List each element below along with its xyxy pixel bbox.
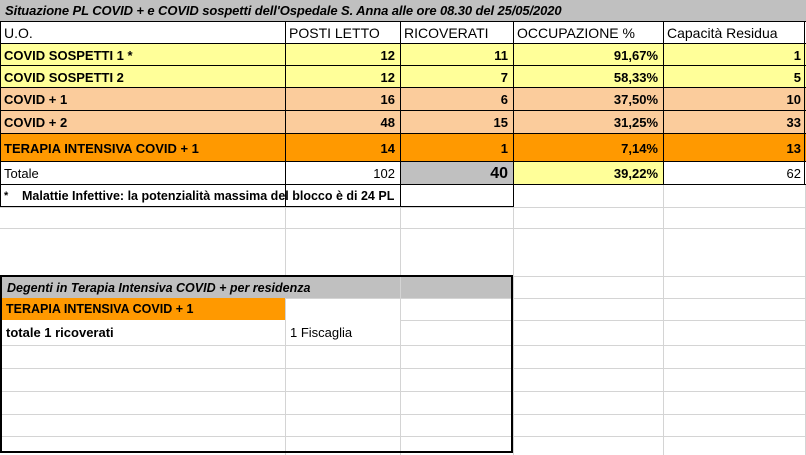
table-cell-ricoverati: 6: [400, 88, 513, 111]
table-cell-occupazione: 7,14%: [513, 134, 663, 162]
footnote-marker: *: [0, 185, 18, 207]
gridline-row-10: [0, 436, 806, 437]
table-row-uo: TERAPIA INTENSIVA COVID + 1: [0, 134, 285, 162]
border-col-a-main: [285, 21, 286, 207]
residence-table-title: Degenti in Terapia Intensiva COVID + per…: [2, 277, 512, 298]
border-row-1: [0, 65, 806, 66]
gridline-row-7: [0, 368, 806, 369]
border-residence-left: [0, 275, 2, 453]
gridline-row-6: [0, 345, 806, 346]
column-header-posti-letto: POSTI LETTO: [285, 21, 400, 44]
column-header-occupazione: OCCUPAZIONE %: [513, 21, 663, 44]
total-cell-posti-letto: 102: [285, 162, 400, 185]
table-cell-posti-letto: 48: [285, 111, 400, 134]
gridline-col-d: [663, 0, 664, 455]
table-cell-occupazione: 31,25%: [513, 111, 663, 134]
table-cell-capacita: 13: [663, 134, 806, 162]
border-left-main: [0, 21, 1, 207]
footnote-text: Malattie Infettive: la potenzialità mass…: [18, 185, 518, 207]
border-footnote-bottom: [0, 206, 513, 207]
table-cell-posti-letto: 12: [285, 66, 400, 88]
column-header-capacita-residua: Capacità Residua: [663, 21, 806, 44]
total-cell-ricoverati: 40: [400, 162, 513, 185]
residence-row-value: 1 Fiscaglia: [285, 320, 400, 345]
table-cell-capacita: 33: [663, 111, 806, 134]
gridline-row-1: [0, 207, 806, 208]
table-cell-capacita: 5: [663, 66, 806, 88]
total-row-label: Totale: [0, 162, 285, 185]
gridline-col-c: [513, 0, 514, 455]
sheet-title: Situazione PL COVID + e COVID sospetti d…: [0, 0, 806, 21]
gridline-col-a: [285, 0, 286, 455]
column-header-uo: U.O.: [0, 21, 285, 44]
gridline-row-9: [0, 414, 806, 415]
border-residence-right: [511, 275, 513, 453]
table-cell-ricoverati: 1: [400, 134, 513, 162]
table-row-uo: COVID SOSPETTI 2: [0, 66, 285, 88]
border-header-top: [0, 21, 806, 22]
table-cell-capacita: 1: [663, 44, 806, 66]
gridline-row-2: [0, 228, 806, 229]
gridline-residence-col-a: [285, 298, 286, 428]
table-row-uo: COVID + 1: [0, 88, 285, 111]
residence-unit-label: TERAPIA INTENSIVA COVID + 1: [2, 298, 285, 320]
border-residence-top: [0, 275, 513, 277]
table-cell-ricoverati: 7: [400, 66, 513, 88]
gridline-row-5: [0, 320, 806, 321]
gridline-residence-col-b: [400, 277, 401, 451]
table-cell-ricoverati: 15: [400, 111, 513, 134]
table-cell-occupazione: 58,33%: [513, 66, 663, 88]
border-row-3: [0, 110, 806, 111]
residence-row-label: totale 1 ricoverati: [2, 320, 285, 345]
border-right-main: [804, 21, 805, 185]
gridline-row-8: [0, 391, 806, 392]
border-row-4: [0, 133, 806, 134]
border-row-5: [0, 161, 806, 162]
table-cell-posti-letto: 14: [285, 134, 400, 162]
total-cell-occupazione: 39,22%: [513, 162, 663, 185]
table-row-uo: COVID SOSPETTI 1 *: [0, 44, 285, 66]
border-col-d-main: [663, 21, 664, 185]
border-col-b-main: [400, 21, 401, 207]
border-residence-bottom: [0, 451, 513, 453]
border-row-2: [0, 87, 806, 88]
table-cell-capacita: 10: [663, 88, 806, 111]
gridline-row-4: [0, 298, 806, 299]
table-cell-posti-letto: 16: [285, 88, 400, 111]
gridline-col-b: [400, 0, 401, 455]
border-header-bottom: [0, 43, 806, 44]
border-col-c-main: [513, 21, 514, 207]
table-cell-ricoverati: 11: [400, 44, 513, 66]
column-header-ricoverati: RICOVERATI: [400, 21, 513, 44]
border-total-bottom: [0, 184, 806, 185]
table-row-uo: COVID + 2: [0, 111, 285, 134]
table-cell-occupazione: 91,67%: [513, 44, 663, 66]
total-cell-capacita: 62: [663, 162, 806, 185]
table-cell-posti-letto: 12: [285, 44, 400, 66]
table-cell-occupazione: 37,50%: [513, 88, 663, 111]
